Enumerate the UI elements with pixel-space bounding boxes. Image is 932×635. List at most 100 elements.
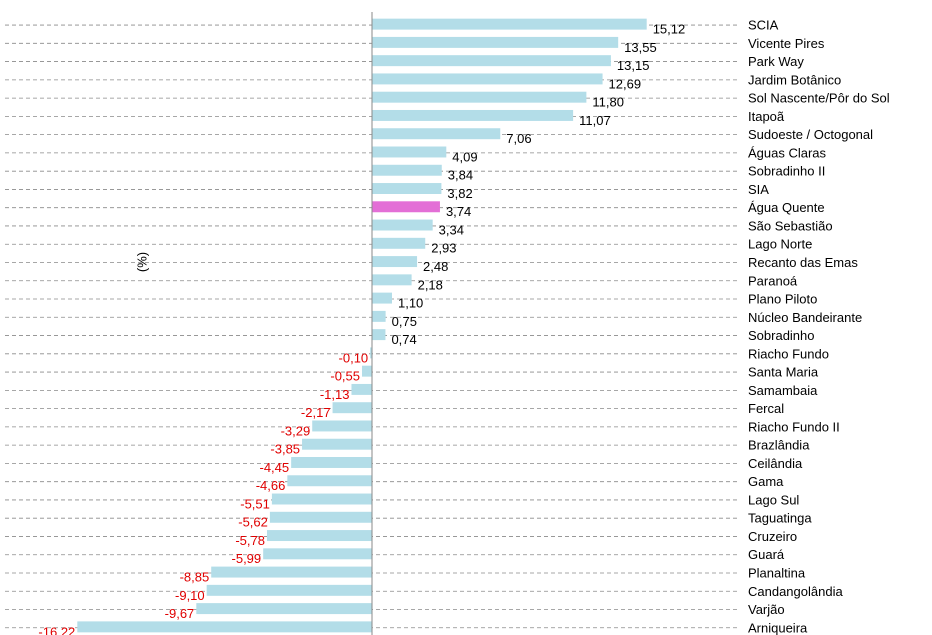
bar	[287, 475, 372, 487]
value-label: 1,10	[398, 296, 423, 311]
category-label: Riacho Fundo II	[748, 419, 840, 434]
category-label: Lago Norte	[748, 237, 812, 252]
category-label: Candangolândia	[748, 584, 843, 599]
bar	[372, 36, 619, 48]
bar	[372, 91, 587, 103]
bar	[263, 548, 372, 560]
bar	[196, 603, 372, 615]
bar	[271, 493, 372, 505]
value-label: 15,12	[653, 22, 686, 37]
category-label: SIA	[748, 182, 769, 197]
value-label: 3,74	[446, 204, 471, 219]
category-label: Taguatinga	[748, 511, 812, 526]
category-label: Sobradinho II	[748, 164, 825, 179]
bar	[269, 511, 372, 523]
category-label: São Sebastião	[748, 218, 833, 233]
category-label: Sobradinho	[748, 328, 815, 343]
category-label: Gama	[748, 474, 784, 489]
category-label: Jardim Botânico	[748, 72, 841, 87]
bar	[372, 164, 442, 176]
value-label: -9,10	[175, 588, 205, 603]
bar	[372, 310, 386, 322]
category-label: Arniqueira	[748, 620, 808, 635]
value-label: 3,82	[447, 186, 472, 201]
bar	[291, 457, 372, 468]
bar	[372, 128, 501, 140]
bar	[372, 329, 386, 341]
value-label: -0,10	[339, 350, 369, 365]
value-label: 11,80	[592, 95, 624, 110]
bar	[302, 438, 372, 450]
category-label: Sol Nascente/Pôr do Sol	[748, 91, 890, 106]
category-label: Ceilândia	[748, 456, 803, 471]
value-label: 7,06	[506, 131, 531, 146]
category-label: Plano Piloto	[748, 292, 817, 307]
bar	[372, 219, 433, 231]
category-label: Núcleo Bandeirante	[748, 310, 862, 325]
category-label: Itapoã	[748, 109, 785, 124]
value-label: 11,07	[579, 113, 611, 128]
bar	[370, 347, 372, 359]
bar	[266, 530, 372, 542]
bar	[372, 292, 392, 304]
category-label: Cruzeiro	[748, 529, 797, 544]
category-label: Santa Maria	[748, 365, 819, 380]
category-label: Sudoeste / Octogonal	[748, 127, 873, 142]
category-label: Varjão	[748, 602, 785, 617]
bar	[372, 55, 611, 67]
value-label: -1,13	[320, 387, 350, 402]
category-label: Lago Sul	[748, 492, 799, 507]
value-label: 3,34	[439, 222, 464, 237]
value-label: -4,66	[256, 478, 286, 493]
axis-label: (%)	[134, 252, 149, 272]
value-label: 2,48	[423, 259, 448, 274]
category-label: Vicente Pires	[748, 36, 825, 51]
category-label: Park Way	[748, 54, 804, 69]
value-label: -16,22	[38, 624, 75, 635]
category-label: Samambaia	[748, 383, 818, 398]
value-label: -5,78	[235, 533, 265, 548]
value-label: -0,55	[330, 369, 360, 384]
value-label: -8,85	[180, 570, 210, 585]
bar	[372, 109, 574, 121]
value-label: 13,55	[624, 40, 657, 55]
bar	[77, 621, 372, 633]
value-label: -3,29	[281, 423, 311, 438]
value-label: 2,18	[418, 277, 443, 292]
value-label: 12,69	[609, 76, 642, 91]
bar	[372, 146, 447, 158]
value-label: 3,84	[448, 168, 473, 183]
category-label: Guará	[748, 547, 785, 562]
value-label: -5,62	[238, 515, 268, 530]
bar	[211, 566, 372, 578]
bar	[351, 383, 372, 395]
bar	[372, 237, 426, 249]
value-label: 4,09	[452, 149, 477, 164]
bar	[372, 73, 603, 85]
value-label: 13,15	[617, 58, 650, 73]
category-label: Riacho Fundo	[748, 346, 829, 361]
bar	[372, 274, 412, 286]
bar	[362, 365, 372, 377]
value-label: -2,17	[301, 405, 331, 420]
category-label: SCIA	[748, 18, 779, 33]
bar	[372, 256, 418, 268]
value-label: -4,45	[260, 460, 290, 475]
value-label: 2,93	[431, 241, 456, 256]
category-label: Água Quente	[748, 200, 825, 215]
bar	[312, 420, 372, 432]
value-label: 0,74	[391, 332, 416, 347]
category-label: Águas Claras	[748, 145, 827, 160]
category-label: Brazlândia	[748, 438, 810, 453]
category-label: Paranoá	[748, 273, 798, 288]
bar	[332, 402, 372, 414]
value-label: -5,99	[232, 551, 262, 566]
value-label: -9,67	[165, 606, 195, 621]
bar	[372, 183, 442, 194]
bar	[372, 201, 440, 213]
value-label: -3,85	[270, 442, 300, 457]
category-label: Planaltina	[748, 566, 806, 581]
bar	[372, 18, 647, 30]
value-label: -5,51	[240, 496, 270, 511]
